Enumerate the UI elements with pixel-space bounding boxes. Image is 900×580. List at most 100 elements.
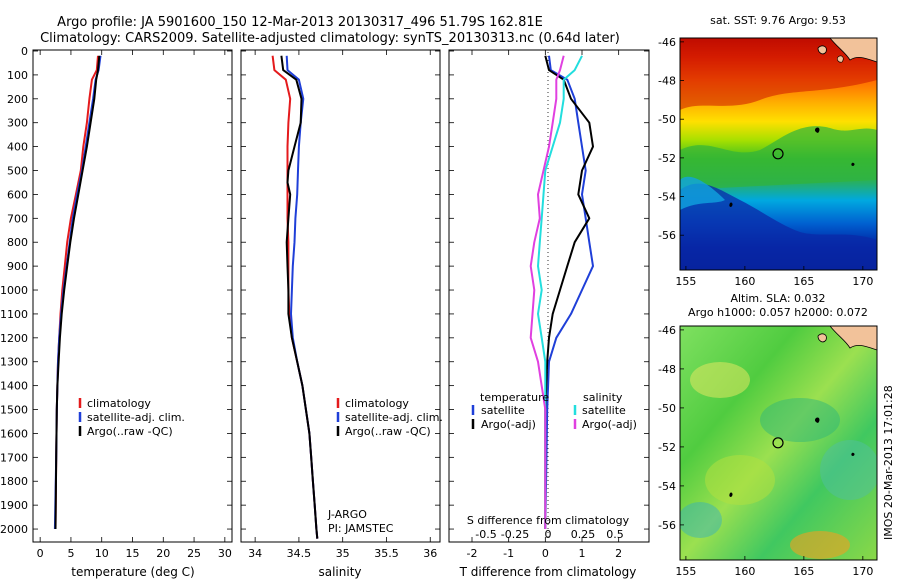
depth-tick-label: 100: [7, 69, 28, 82]
map-y-tick-label: -50: [658, 113, 676, 126]
map-y-tick-label: -52: [658, 441, 676, 454]
salinity-legend: climatology satellite-adj. clim. Argo(..…: [336, 397, 443, 438]
sst-map-frame: [679, 37, 878, 271]
land-mass: [829, 326, 877, 351]
figure-title-line2: Climatology: CARS2009. Satellite-adjuste…: [40, 31, 620, 46]
cyan-water-patch: [680, 176, 725, 210]
island: [817, 45, 827, 55]
x-tick-label: 0: [37, 547, 44, 560]
series-line-argo-adj-: [529, 55, 565, 529]
difference-series: [529, 55, 594, 530]
green-water-band: [680, 126, 877, 190]
temperature-legend: climatology satellite-adj. clim. Argo(..…: [78, 397, 185, 438]
sla-map-image: [680, 326, 877, 560]
island: [851, 452, 855, 456]
depth-tick-label: 1300: [0, 356, 28, 369]
x-tick-label: 1: [579, 547, 586, 560]
depth-tick-label: 700: [7, 212, 28, 225]
map-x-tick-label: 155: [675, 565, 696, 578]
t-difference-xlabel: T difference from climatology: [459, 565, 637, 579]
map-y-tick-label: -54: [658, 191, 676, 204]
argo-location-marker: [772, 437, 784, 449]
x-tick-label: 0: [542, 547, 549, 560]
legend-label-s-argo: Argo(-adj): [582, 418, 637, 431]
depth-tick-label: 300: [7, 117, 28, 130]
s-tick-label: 0: [545, 528, 552, 541]
map-x-tick-label: 155: [675, 275, 696, 288]
map-y-tick-label: -46: [658, 324, 676, 337]
map-y-tick-label: -50: [658, 402, 676, 415]
x-tick-label: 2: [615, 547, 622, 560]
legend-header-temperature: temperature: [480, 391, 549, 404]
x-tick-label: 34.5: [287, 547, 312, 560]
sla-map-frame: [679, 325, 878, 561]
series-line-argo-adj-: [544, 55, 594, 529]
island: [729, 492, 733, 497]
map-x-tick-label: 160: [734, 275, 755, 288]
series-line-satellite: [537, 55, 583, 529]
timestamp-stamp: IMOS 20-Mar-2013 17:01:28: [882, 385, 895, 540]
island: [837, 55, 844, 63]
legend-label-argo: Argo(..raw -QC): [87, 425, 173, 438]
s-difference-xlabel: S difference from climatology: [467, 514, 630, 527]
x-tick-label: 20: [156, 547, 170, 560]
depth-tick-label: 0: [21, 45, 28, 58]
pi-annotation: PI: JAMSTEC: [328, 522, 394, 535]
depth-tick-label: 800: [7, 236, 28, 249]
s-tick-label: 0.25: [571, 528, 596, 541]
depth-tick-label: 1900: [0, 499, 28, 512]
depth-tick-label: 600: [7, 188, 28, 201]
depth-tick-label: 1800: [0, 475, 28, 488]
depth-tick-label: 1400: [0, 380, 28, 393]
temperature-series: [53, 55, 102, 530]
depth-tick-label: 1200: [0, 332, 28, 345]
s-tick-label: 0.5: [606, 528, 624, 541]
depth-tick-label: 1700: [0, 451, 28, 464]
depth-tick-label: 1600: [0, 427, 28, 440]
island: [814, 127, 820, 133]
temperature-x-axis: 0 5 10 15 20 25 30: [37, 50, 232, 560]
map-y-tick-label: -46: [658, 36, 676, 49]
legend-label-t-satellite: satellite: [481, 404, 525, 417]
map-x-tick-label: 165: [793, 565, 814, 578]
depth-tick-label: 1100: [0, 308, 28, 321]
legend-label-s-satellite: satellite: [582, 404, 626, 417]
map-y-tick-label: -48: [658, 75, 676, 88]
figure-title-line1: Argo profile: JA 5901600_150 12-Mar-2013…: [57, 15, 543, 30]
depth-tick-label: 1000: [0, 284, 28, 297]
sla-high-patch: [705, 455, 775, 505]
legend-label-argo: Argo(..raw -QC): [345, 425, 431, 438]
map-x-tick-label: 170: [852, 565, 873, 578]
x-tick-label: 15: [126, 547, 140, 560]
depth-tick-label: 400: [7, 141, 28, 154]
argo-location-marker: [772, 148, 784, 160]
depth-tick-label: 1500: [0, 404, 28, 417]
depth-tick-label: 500: [7, 165, 28, 178]
cold-water-band: [680, 183, 877, 270]
depth-tick-label: 900: [7, 260, 28, 273]
island: [817, 333, 827, 343]
difference-legend: temperature salinity satellite Argo(-adj…: [471, 391, 637, 431]
sla-map-title: Altim. SLA: 0.032: [730, 292, 825, 305]
x-tick-label: 5: [67, 547, 74, 560]
difference-panel-frame: [448, 49, 650, 543]
legend-label-climatology: climatology: [87, 397, 151, 410]
legend-label-satellite: satellite-adj. clim.: [87, 411, 185, 424]
depth-tick-label: 200: [7, 93, 28, 106]
series-line-satellite: [544, 55, 594, 530]
legend-label-t-argo: Argo(-adj): [481, 418, 536, 431]
island: [851, 162, 855, 166]
depth-axis: 0 100 200 300 400 500 600 700 800 900 1000 1100 1200…: [0, 45, 649, 536]
x-tick-label: 36: [423, 547, 437, 560]
x-tick-label: -2: [467, 547, 478, 560]
map-y-tick-label: -52: [658, 152, 676, 165]
x-tick-label: 35.5: [374, 547, 399, 560]
legend-header-salinity: salinity: [583, 391, 623, 404]
s-tick-label: -0.25: [501, 528, 529, 541]
temperature-panel-frame: [32, 49, 233, 543]
sla-map-subtitle: Argo h1000: 0.057 h2000: 0.072: [688, 306, 868, 319]
sst-map-axes: 155 160 165 170 -46 -48 -50 -52 -54 -56: [658, 36, 873, 288]
sla-low-patch: [760, 398, 840, 442]
x-tick-label: 10: [95, 547, 109, 560]
